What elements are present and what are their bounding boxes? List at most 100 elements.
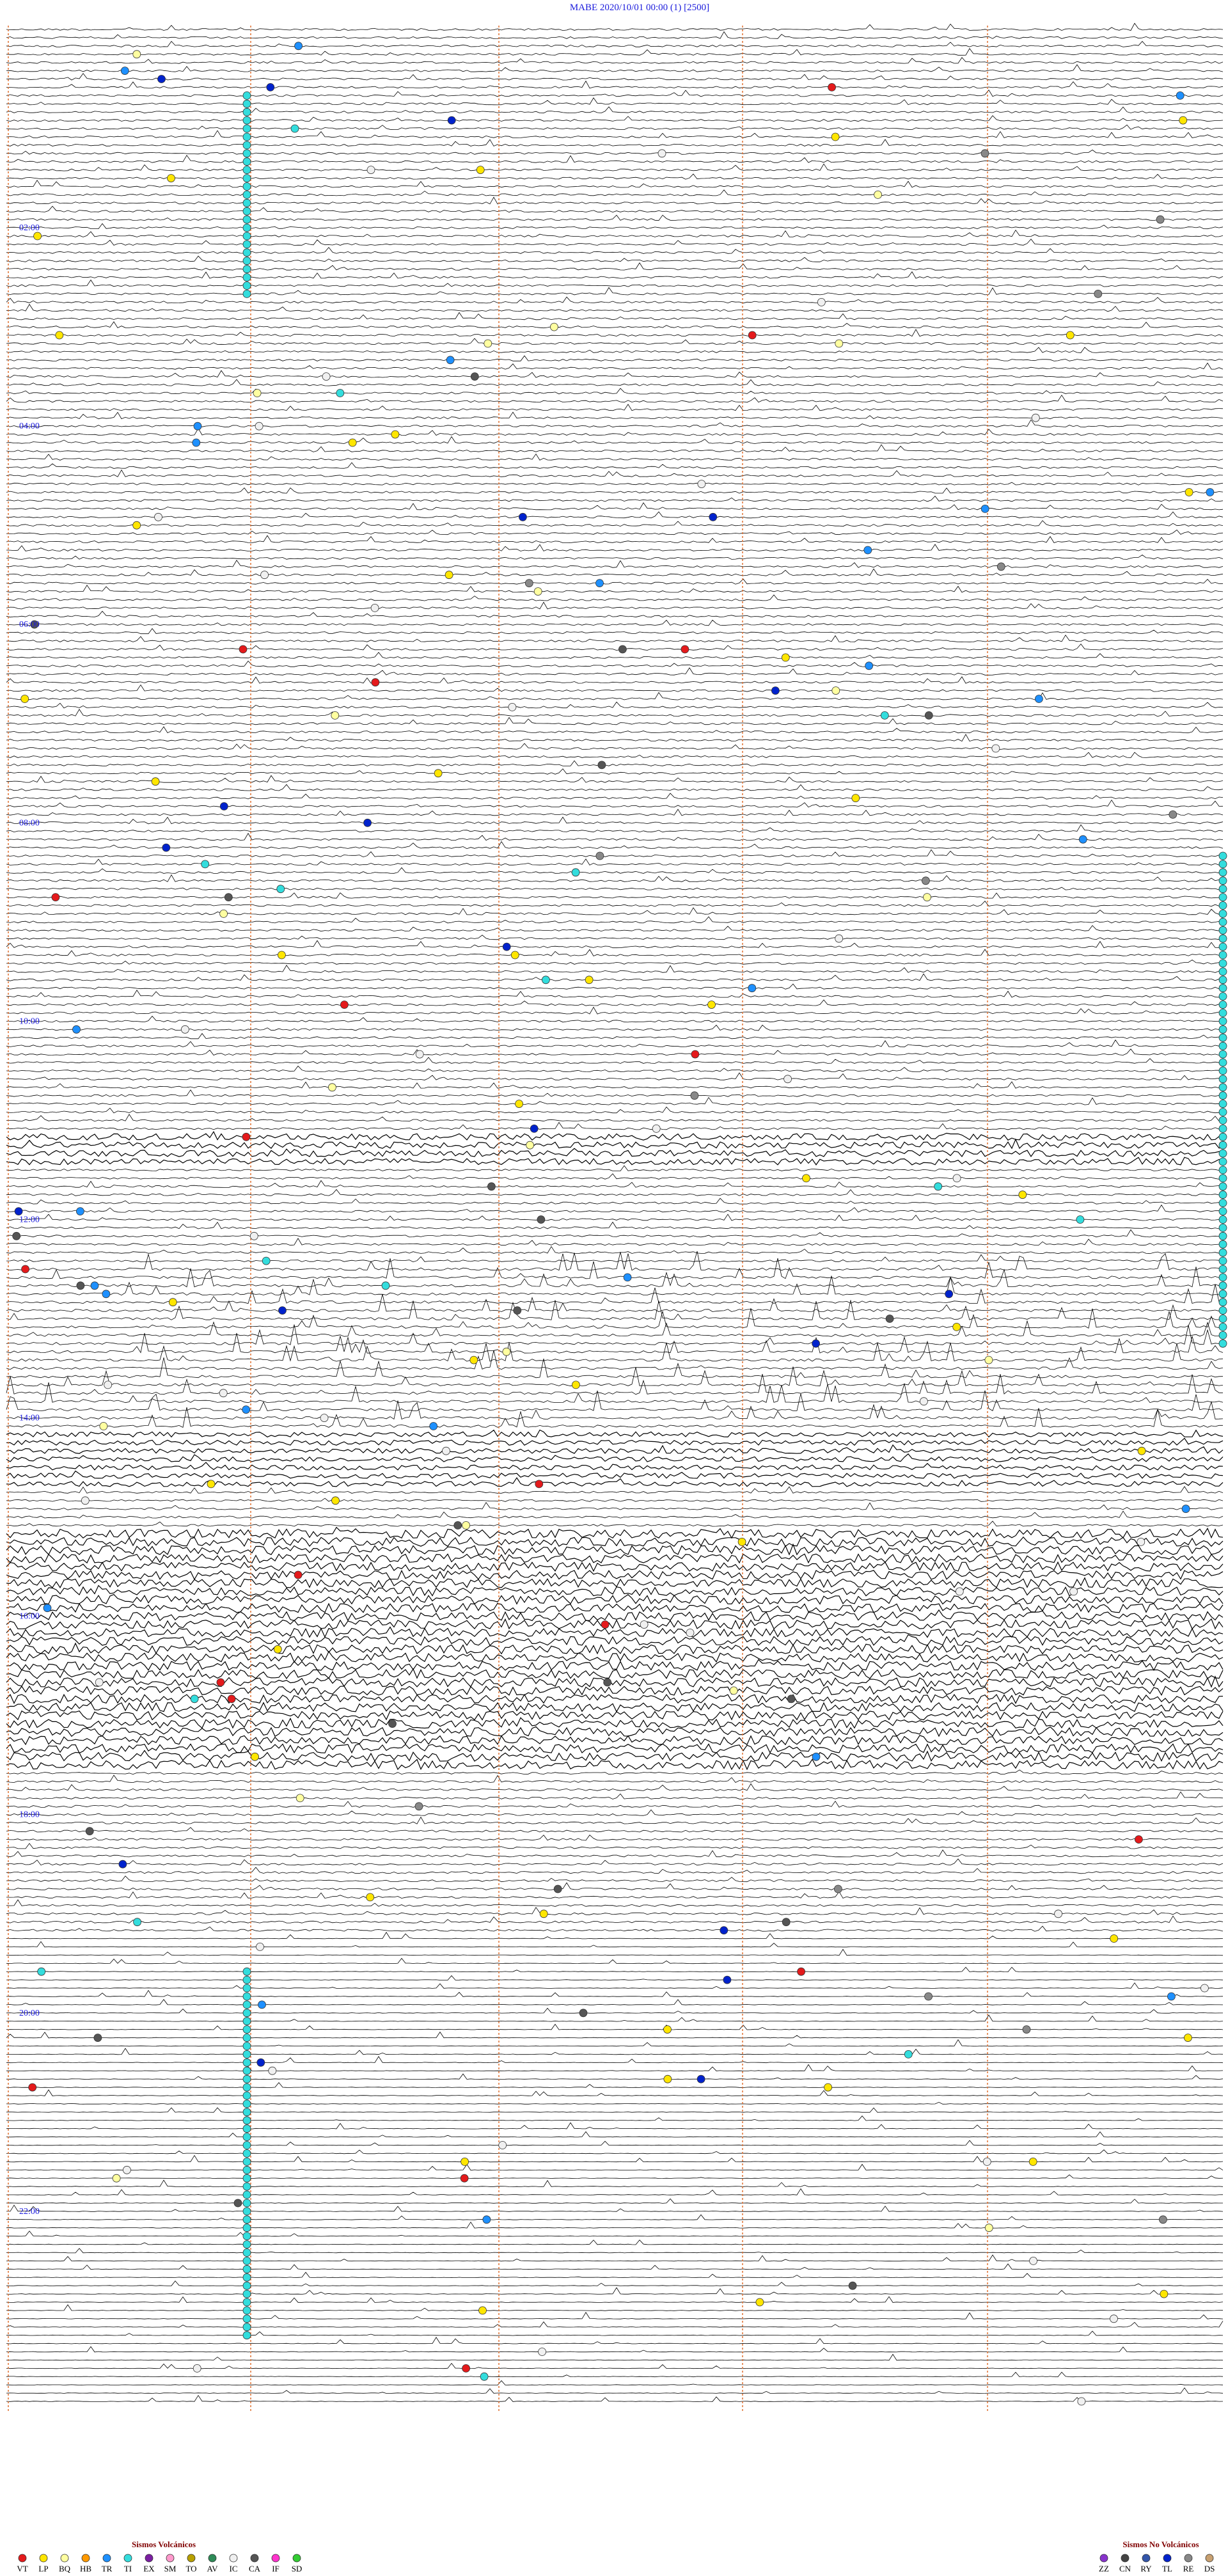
event	[192, 438, 201, 447]
event	[1218, 934, 1227, 943]
event	[817, 297, 826, 306]
trace	[6, 1569, 1224, 1581]
trace	[6, 279, 1224, 287]
trace	[6, 1205, 1224, 1213]
event	[242, 2050, 251, 2058]
time-label: 22:00	[19, 2207, 40, 2216]
legend-marker	[271, 2554, 280, 2563]
event	[133, 1918, 142, 1927]
trace	[6, 867, 1224, 874]
trace	[6, 676, 1224, 684]
event	[550, 322, 558, 331]
event	[691, 1050, 700, 1059]
event	[260, 571, 269, 580]
trace	[6, 2198, 1223, 2204]
event	[51, 893, 60, 901]
trace	[6, 1521, 1224, 1527]
event	[251, 1752, 259, 1761]
legend-marker	[250, 2554, 259, 2563]
event	[277, 951, 286, 960]
event	[1110, 2314, 1118, 2323]
event	[340, 1000, 349, 1009]
legend-title: Sismos Volcánicos	[132, 2540, 196, 2549]
legend: Sismos Volcánicos VT LP BQ HB TR TI EX SM TO AV IC C…	[17, 2540, 1215, 2573]
legend-code: IC	[230, 2564, 238, 2573]
event	[542, 976, 550, 984]
trace	[6, 628, 1224, 635]
trace	[6, 965, 1224, 973]
event	[132, 50, 141, 59]
trace	[6, 2179, 1224, 2187]
trace	[6, 1048, 1224, 1056]
event	[498, 2141, 507, 2149]
trace	[6, 2174, 1224, 2179]
trace	[6, 858, 1224, 865]
event	[462, 2364, 470, 2373]
event	[256, 2058, 265, 2067]
event	[242, 215, 251, 224]
trace	[6, 1130, 1224, 1141]
legend-marker	[229, 2554, 238, 2563]
time-label: 14:00	[19, 1414, 40, 1423]
event	[322, 372, 331, 381]
event	[242, 157, 251, 166]
event	[535, 1480, 544, 1489]
event	[922, 876, 930, 885]
legend-marker	[1142, 2554, 1151, 2563]
trace	[6, 1453, 1224, 1462]
event	[1218, 1009, 1227, 1017]
trace	[6, 1081, 1224, 1089]
trace	[6, 2007, 1223, 2014]
event	[508, 703, 517, 711]
trace	[6, 2101, 1224, 2105]
trace	[6, 379, 1224, 386]
event	[923, 893, 931, 901]
event	[1218, 1017, 1227, 1025]
event	[294, 1570, 303, 1579]
event	[381, 1281, 390, 1290]
trace	[6, 1065, 1224, 1072]
trace	[6, 1634, 1224, 1647]
trace	[6, 2337, 1224, 2344]
time-label: 02:00	[19, 223, 40, 233]
event	[502, 942, 511, 951]
event	[623, 1273, 632, 1282]
event	[851, 794, 860, 802]
trace	[6, 404, 1224, 411]
trace	[6, 1324, 1224, 1345]
trace	[6, 427, 1224, 436]
trace	[6, 935, 1224, 940]
trace	[6, 1843, 1224, 1849]
event	[1029, 2256, 1037, 2265]
trace	[6, 726, 1224, 734]
event	[262, 1256, 271, 1265]
event	[415, 1050, 424, 1059]
trace	[6, 1157, 1224, 1166]
legend-marker	[18, 2554, 27, 2563]
event	[242, 2058, 251, 2067]
event	[1200, 1984, 1209, 1993]
event	[388, 1719, 397, 1728]
trace	[6, 1561, 1224, 1572]
time-label: 12:00	[19, 1215, 40, 1224]
event	[242, 1992, 251, 2001]
event	[478, 2306, 487, 2315]
trace	[6, 1941, 1224, 1948]
event	[242, 2074, 251, 2083]
trace	[6, 1726, 1224, 1737]
event	[242, 1967, 251, 1976]
legend-marker	[1121, 2554, 1130, 2563]
event	[37, 1967, 46, 1976]
trace	[6, 180, 1224, 188]
trace	[6, 1584, 1224, 1597]
event	[242, 132, 251, 141]
event	[663, 2025, 672, 2034]
trace	[6, 2304, 1224, 2311]
event	[336, 389, 345, 397]
event	[167, 174, 175, 183]
event	[102, 1290, 111, 1299]
time-label: 08:00	[19, 818, 40, 828]
event	[242, 2174, 251, 2183]
event	[1167, 1992, 1176, 2001]
legend-marker	[1184, 2554, 1193, 2563]
